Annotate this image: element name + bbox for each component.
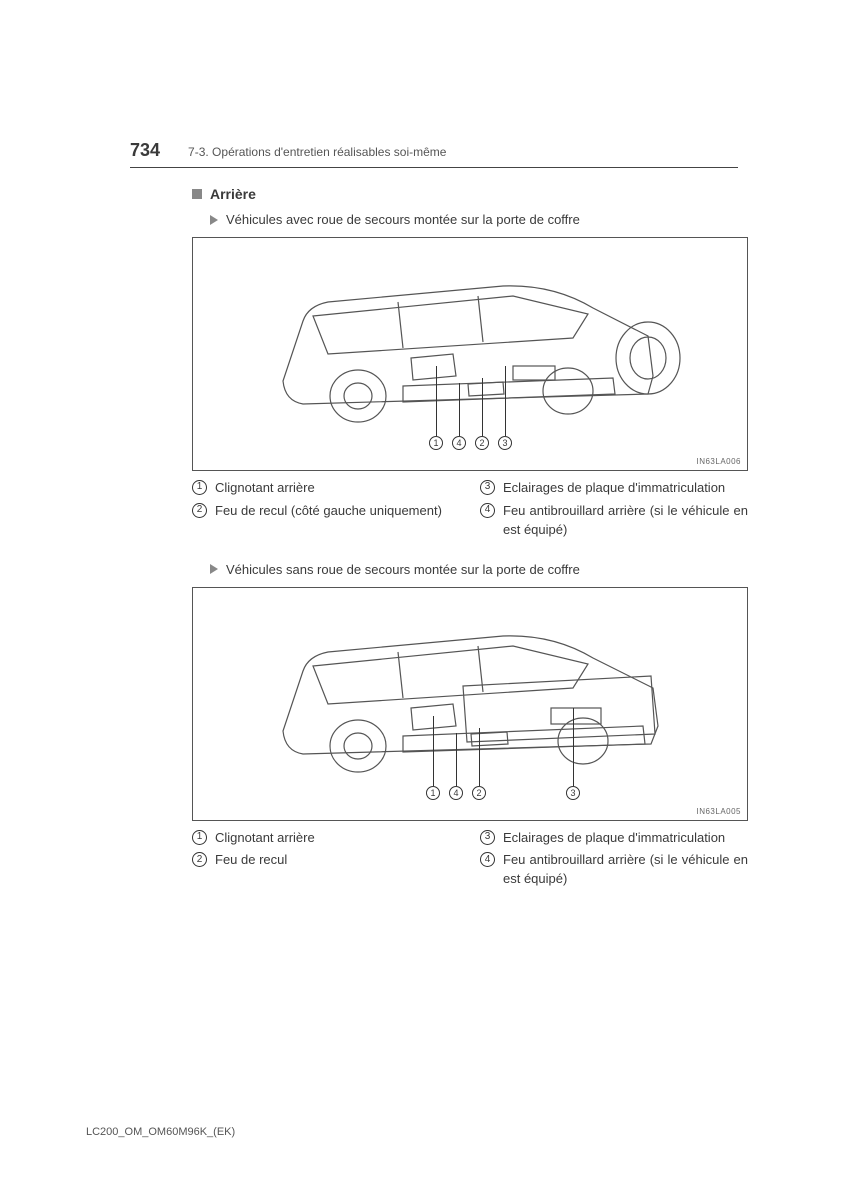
legend-text: Feu antibrouillard arrière (si le véhicu…: [503, 851, 748, 889]
figure1-legend: 1 Clignotant arrière 2 Feu de recul (côt…: [192, 479, 748, 544]
section-heading: Arrière: [192, 186, 738, 202]
header-divider: [130, 167, 738, 168]
legend-item: 3 Eclairages de plaque d'immatriculation: [480, 829, 748, 848]
vehicle-rear-with-spare-illustration: [253, 266, 693, 436]
leader-line: [482, 378, 483, 436]
legend-text: Feu antibrouillard arrière (si le véhicu…: [503, 502, 748, 540]
callout-marker: 4: [452, 436, 466, 450]
square-bullet-icon: [192, 189, 202, 199]
legend-text: Feu de recul (côté gauche uniquement): [215, 502, 460, 521]
header-section-text: 7-3. Opérations d'entretien réalisables …: [188, 145, 446, 159]
vehicle-rear-no-spare-illustration: [253, 616, 693, 786]
figure2-subtitle: Véhicules sans roue de secours montée su…: [226, 562, 580, 577]
legend-item: 4 Feu antibrouillard arrière (si le véhi…: [480, 502, 748, 540]
leader-line: [456, 733, 457, 786]
legend-item: 2 Feu de recul (côté gauche uniquement): [192, 502, 460, 521]
leader-line: [433, 716, 434, 786]
legend-number-icon: 3: [480, 480, 495, 495]
legend-item: 1 Clignotant arrière: [192, 829, 460, 848]
figure2-subtitle-row: Véhicules sans roue de secours montée su…: [210, 562, 738, 577]
leader-line: [505, 366, 506, 436]
footer-code: LC200_OM_OM60M96K_(EK): [86, 1126, 235, 1138]
legend-text: Clignotant arrière: [215, 479, 460, 498]
leader-line: [436, 366, 437, 436]
figure1-code: IN63LA006: [696, 457, 741, 466]
legend-number-icon: 1: [192, 830, 207, 845]
leader-line: [479, 728, 480, 786]
legend-column-left: 1 Clignotant arrière 2 Feu de recul (côt…: [192, 479, 460, 544]
callout-marker: 4: [449, 786, 463, 800]
legend-item: 4 Feu antibrouillard arrière (si le véhi…: [480, 851, 748, 889]
legend-number-icon: 3: [480, 830, 495, 845]
legend-text: Feu de recul: [215, 851, 460, 870]
leader-line: [573, 708, 574, 786]
legend-number-icon: 1: [192, 480, 207, 495]
figure1-subtitle-row: Véhicules avec roue de secours montée su…: [210, 212, 738, 227]
legend-text: Eclairages de plaque d'immatriculation: [503, 479, 748, 498]
triangle-bullet-icon: [210, 564, 218, 574]
page-header: 734 7-3. Opérations d'entretien réalisab…: [130, 140, 738, 161]
figure1-subtitle: Véhicules avec roue de secours montée su…: [226, 212, 580, 227]
figure2-legend: 1 Clignotant arrière 2 Feu de recul 3 Ec…: [192, 829, 748, 894]
leader-line: [459, 383, 460, 436]
figure1-box: 1 4 2 3 IN63LA006: [192, 237, 748, 471]
legend-item: 3 Eclairages de plaque d'immatriculation: [480, 479, 748, 498]
callout-marker: 2: [475, 436, 489, 450]
legend-number-icon: 4: [480, 852, 495, 867]
legend-column-right: 3 Eclairages de plaque d'immatriculation…: [480, 829, 748, 894]
callout-marker: 1: [426, 786, 440, 800]
triangle-bullet-icon: [210, 215, 218, 225]
legend-column-left: 1 Clignotant arrière 2 Feu de recul: [192, 829, 460, 894]
figure2-box: 1 4 2 3 IN63LA005: [192, 587, 748, 821]
figure2-code: IN63LA005: [696, 807, 741, 816]
section-title: Arrière: [210, 186, 256, 202]
legend-item: 2 Feu de recul: [192, 851, 460, 870]
legend-text: Clignotant arrière: [215, 829, 460, 848]
callout-marker: 1: [429, 436, 443, 450]
page-number: 734: [130, 140, 160, 161]
callout-marker: 3: [566, 786, 580, 800]
callout-marker: 3: [498, 436, 512, 450]
legend-number-icon: 2: [192, 852, 207, 867]
legend-number-icon: 4: [480, 503, 495, 518]
legend-text: Eclairages de plaque d'immatriculation: [503, 829, 748, 848]
legend-item: 1 Clignotant arrière: [192, 479, 460, 498]
callout-marker: 2: [472, 786, 486, 800]
legend-column-right: 3 Eclairages de plaque d'immatriculation…: [480, 479, 748, 544]
legend-number-icon: 2: [192, 503, 207, 518]
